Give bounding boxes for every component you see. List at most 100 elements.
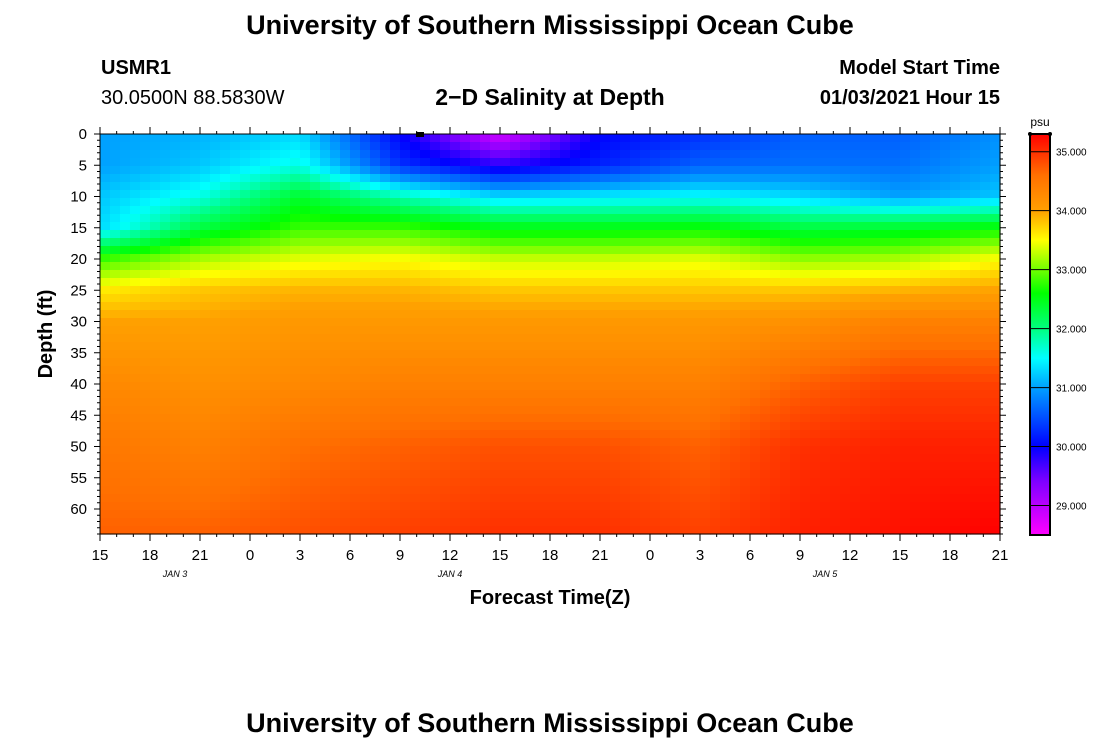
heatmap-cell — [420, 222, 431, 231]
heatmap-cell — [810, 158, 821, 167]
heatmap-cell — [300, 422, 311, 431]
heatmap-cell — [690, 166, 701, 175]
heatmap-cell — [690, 302, 701, 311]
heatmap-cell — [590, 342, 601, 351]
heatmap-cell — [320, 414, 331, 423]
heatmap-cell — [210, 214, 221, 223]
heatmap-cell — [590, 174, 601, 183]
heatmap-cell — [370, 166, 381, 175]
heatmap-cell — [230, 414, 241, 423]
heatmap-cell — [860, 246, 871, 255]
heatmap-cell — [510, 294, 521, 303]
heatmap-cell — [790, 334, 801, 343]
heatmap-cell — [220, 230, 231, 239]
heatmap-cell — [440, 414, 451, 423]
heatmap-cell — [760, 294, 771, 303]
heatmap-cell — [510, 342, 521, 351]
heatmap-cell — [940, 438, 951, 447]
heatmap-cell — [670, 454, 681, 463]
heatmap-cell — [220, 190, 231, 199]
heatmap-cell — [250, 262, 261, 271]
heatmap-cell — [410, 478, 421, 487]
heatmap-cell — [420, 150, 431, 159]
heatmap-cell — [410, 526, 421, 535]
heatmap-cell — [190, 198, 201, 207]
heatmap-cell — [590, 326, 601, 335]
heatmap-cell — [660, 182, 671, 191]
heatmap-cell — [410, 310, 421, 319]
heatmap-cell — [540, 310, 551, 319]
heatmap-cell — [430, 302, 441, 311]
heatmap-cell — [210, 374, 221, 383]
heatmap-cell — [880, 318, 891, 327]
heatmap-cell — [420, 502, 431, 511]
heatmap-cell — [150, 414, 161, 423]
heatmap-cell — [820, 318, 831, 327]
heatmap-cell — [980, 214, 991, 223]
heatmap-cell — [710, 206, 721, 215]
heatmap-cell — [140, 382, 151, 391]
heatmap-cell — [190, 470, 201, 479]
heatmap-cell — [230, 302, 241, 311]
heatmap-cell — [540, 406, 551, 415]
heatmap-cell — [400, 454, 411, 463]
heatmap-cell — [820, 150, 831, 159]
heatmap-cell — [570, 254, 581, 263]
heatmap-cell — [810, 206, 821, 215]
heatmap-cell — [860, 374, 871, 383]
heatmap-cell — [430, 382, 441, 391]
heatmap-cell — [860, 190, 871, 199]
heatmap-cell — [580, 382, 591, 391]
heatmap-cell — [950, 198, 961, 207]
heatmap-cell — [990, 342, 1001, 351]
heatmap-cell — [360, 318, 371, 327]
heatmap-cell — [660, 174, 671, 183]
heatmap-cell — [880, 270, 891, 279]
heatmap-cell — [200, 478, 211, 487]
heatmap-cell — [270, 286, 281, 295]
heatmap-cell — [410, 382, 421, 391]
heatmap-cell — [680, 150, 691, 159]
heatmap-cell — [700, 406, 711, 415]
heatmap-cell — [670, 214, 681, 223]
heatmap-cell — [480, 326, 491, 335]
heatmap-cell — [700, 470, 711, 479]
heatmap-cell — [860, 446, 871, 455]
heatmap-cell — [160, 382, 171, 391]
heatmap-cell — [640, 422, 651, 431]
heatmap-cell — [400, 422, 411, 431]
heatmap-cell — [730, 182, 741, 191]
heatmap-cell — [190, 382, 201, 391]
heatmap-cell — [680, 246, 691, 255]
heatmap-cell — [850, 278, 861, 287]
heatmap-cell — [960, 190, 971, 199]
heatmap-cell — [760, 438, 771, 447]
heatmap-cell — [980, 454, 991, 463]
heatmap-cell — [140, 286, 151, 295]
heatmap-cell — [100, 150, 111, 159]
heatmap-cell — [800, 358, 811, 367]
heatmap-cell — [580, 158, 591, 167]
heatmap-cell — [520, 150, 531, 159]
heatmap-cell — [510, 262, 521, 271]
heatmap-cell — [930, 294, 941, 303]
heatmap-cell — [760, 446, 771, 455]
heatmap-cell — [950, 318, 961, 327]
heatmap-cell — [250, 382, 261, 391]
heatmap-cell — [170, 374, 181, 383]
heatmap-cell — [250, 526, 261, 535]
heatmap-cell — [950, 206, 961, 215]
heatmap-cell — [340, 142, 351, 151]
heatmap-cell — [460, 318, 471, 327]
heatmap-cell — [840, 390, 851, 399]
heatmap-cell — [340, 430, 351, 439]
heatmap-cell — [270, 430, 281, 439]
heatmap-cell — [990, 430, 1001, 439]
heatmap-cell — [400, 286, 411, 295]
heatmap-cell — [320, 326, 331, 335]
heatmap-cell — [510, 142, 521, 151]
heatmap-cell — [640, 222, 651, 231]
heatmap-cell — [860, 230, 871, 239]
heatmap-cell — [710, 438, 721, 447]
heatmap-cell — [450, 518, 461, 527]
